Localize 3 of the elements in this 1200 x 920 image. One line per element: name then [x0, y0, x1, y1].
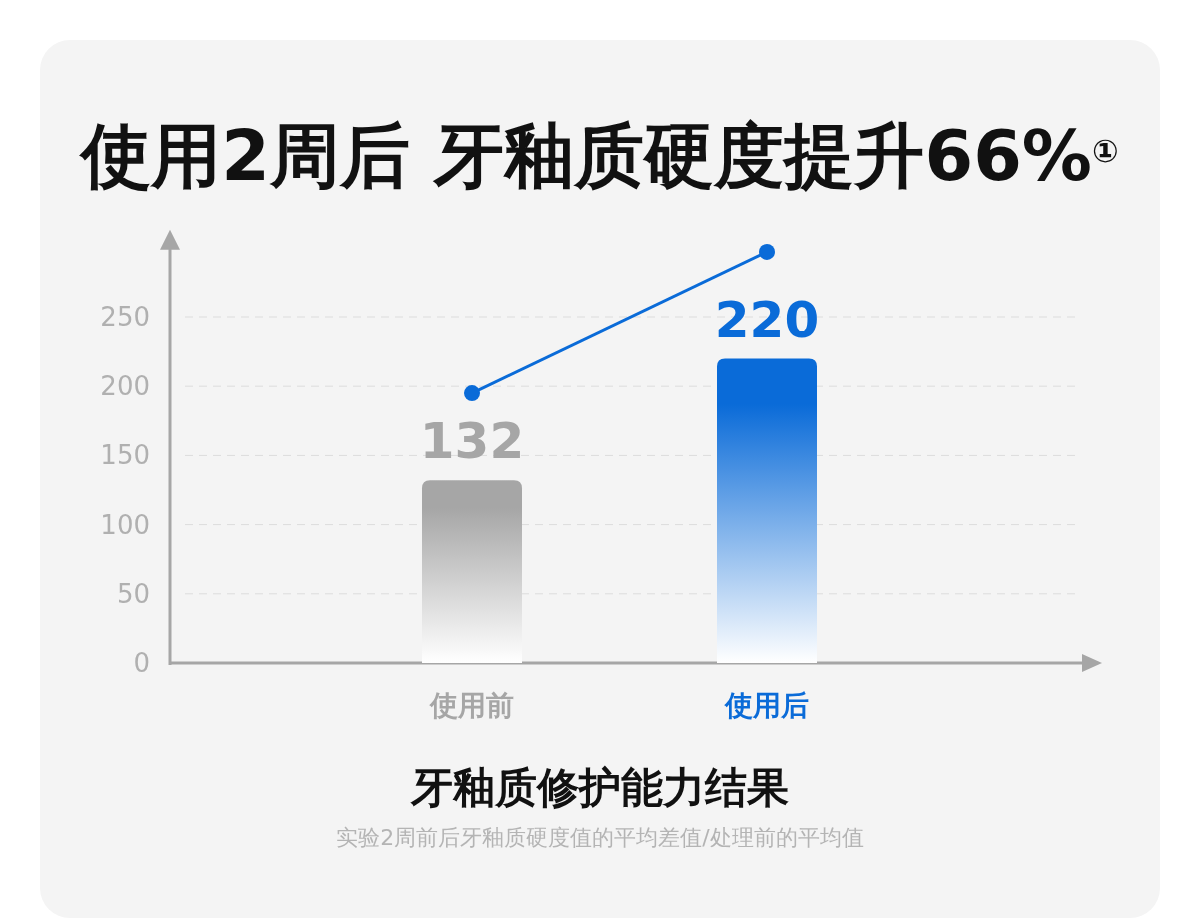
subtitle: 牙釉质修护能力结果 [411, 763, 789, 812]
annotation: 实验2周前后牙釉质硬度值的平均差值/处理前的平均值 [336, 825, 864, 850]
title: 使用2周后 牙釉质硬度提升66%$^{①}$ [81, 115, 1119, 197]
